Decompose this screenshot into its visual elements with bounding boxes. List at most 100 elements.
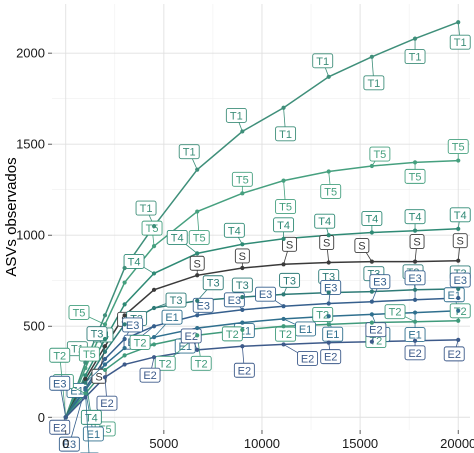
- point-label-t1: T1: [230, 110, 243, 122]
- data-point-t5: [369, 163, 374, 169]
- x-tick-label: 15000: [342, 436, 378, 451]
- point-label-s: S: [95, 371, 102, 383]
- data-point-e1: [83, 387, 88, 393]
- data-point-t3: [369, 289, 374, 294]
- data-point-e3: [456, 295, 461, 301]
- point-label-box: [314, 213, 336, 229]
- data-point-t5: [326, 169, 331, 174]
- point-label-s: S: [413, 237, 420, 249]
- point-label-box: [320, 280, 342, 295]
- y-axis-ticks: 0 500 1000 1500 2000: [16, 46, 52, 425]
- point-label-box: [190, 355, 212, 371]
- point-label-s: S: [457, 236, 464, 248]
- data-point-t4: [369, 230, 374, 235]
- data-point-t5: [122, 280, 127, 285]
- point-label-t4: T4: [409, 212, 422, 224]
- point-label-box: [369, 146, 391, 162]
- point-label-s: S: [358, 241, 365, 253]
- point-label-box: [58, 436, 80, 452]
- data-point-e3: [151, 324, 157, 329]
- data-point-e1: [240, 320, 245, 325]
- data-point-t5: [195, 209, 200, 214]
- point-label-box: [369, 274, 391, 290]
- point-label-box: [404, 168, 426, 184]
- point-label-e1: E1: [178, 341, 191, 353]
- data-point-t4: [326, 233, 331, 238]
- point-label-e2: E2: [184, 331, 197, 343]
- data-point-t5: [102, 322, 108, 327]
- data-point-t1: [83, 360, 88, 365]
- point-label-box: [384, 304, 406, 320]
- data-point-s: [326, 260, 331, 265]
- data-point-e2: [240, 344, 245, 349]
- data-point-t3: [412, 287, 418, 292]
- data-point-e1: [369, 312, 374, 317]
- data-point-s: [240, 265, 245, 271]
- x-axis-ticks: 0 5000 10000 15000 20000: [62, 430, 474, 451]
- point-label-box: [322, 326, 344, 342]
- point-label-box: [166, 229, 188, 245]
- point-label-t3: T3: [207, 278, 220, 290]
- point-label-box: [139, 367, 161, 383]
- point-label-box: [202, 275, 224, 291]
- data-point-e1: [102, 362, 108, 367]
- point-label-t1: T1: [140, 203, 153, 215]
- point-label-box: [231, 277, 253, 293]
- point-label-t3: T3: [91, 329, 104, 341]
- data-point-t4: [240, 242, 245, 247]
- data-point-t5: [456, 158, 461, 163]
- y-tick-label: 1000: [16, 228, 45, 243]
- point-label-t2: T2: [134, 337, 147, 349]
- point-label-box: [135, 200, 157, 216]
- x-tick-label: 10000: [244, 436, 280, 451]
- data-point-t1: [240, 129, 245, 134]
- point-label-box: [78, 346, 100, 362]
- point-label-box: [141, 220, 163, 236]
- data-point-e3: [102, 356, 108, 362]
- point-label-t5: T5: [452, 142, 465, 154]
- data-point-t2: [281, 324, 286, 329]
- point-label-box: [404, 270, 426, 286]
- point-label-e1: E1: [165, 312, 178, 324]
- y-tick-label: 500: [23, 319, 45, 334]
- data-point-e3: [122, 336, 127, 342]
- point-label-box: [233, 362, 255, 378]
- point-label-e3: E3: [63, 439, 76, 451]
- point-label-e1: E1: [87, 429, 100, 441]
- point-label-box: [365, 322, 387, 338]
- data-point-t1: [195, 167, 200, 172]
- point-label-box: [154, 355, 176, 371]
- point-label-box: [86, 326, 108, 342]
- data-point-t2: [102, 367, 108, 373]
- data-point-t2: [151, 342, 157, 347]
- point-label-box: [404, 49, 426, 65]
- point-label-box: [449, 207, 471, 223]
- point-label-e2: E2: [53, 422, 66, 434]
- point-label-t1: T1: [409, 52, 422, 64]
- point-label-e2: E2: [301, 353, 314, 365]
- data-point-t3: [456, 286, 461, 292]
- data-point-t3: [281, 292, 286, 297]
- data-point-e1: [122, 345, 127, 351]
- point-label-t5: T5: [409, 171, 422, 183]
- data-point-t2: [412, 319, 418, 324]
- data-point-e3: [412, 297, 418, 302]
- point-label-box: [275, 199, 297, 215]
- data-point-t3: [102, 349, 108, 354]
- data-point-s: [151, 287, 157, 292]
- data-point-s: [281, 262, 286, 267]
- point-label-e1: E1: [326, 329, 339, 341]
- point-label-e2: E2: [369, 325, 382, 337]
- data-point-s: [122, 313, 127, 318]
- point-label-box: [361, 211, 383, 226]
- data-point-t2: [122, 353, 127, 358]
- point-label-box: [255, 286, 277, 302]
- data-point-e2: [122, 362, 127, 367]
- point-label-e2: E2: [408, 348, 421, 360]
- data-point-t1: [456, 20, 461, 25]
- data-point-e2: [195, 347, 200, 352]
- data-point-t1: [151, 224, 157, 229]
- data-point-e3: [281, 304, 286, 309]
- point-label-box: [129, 334, 151, 350]
